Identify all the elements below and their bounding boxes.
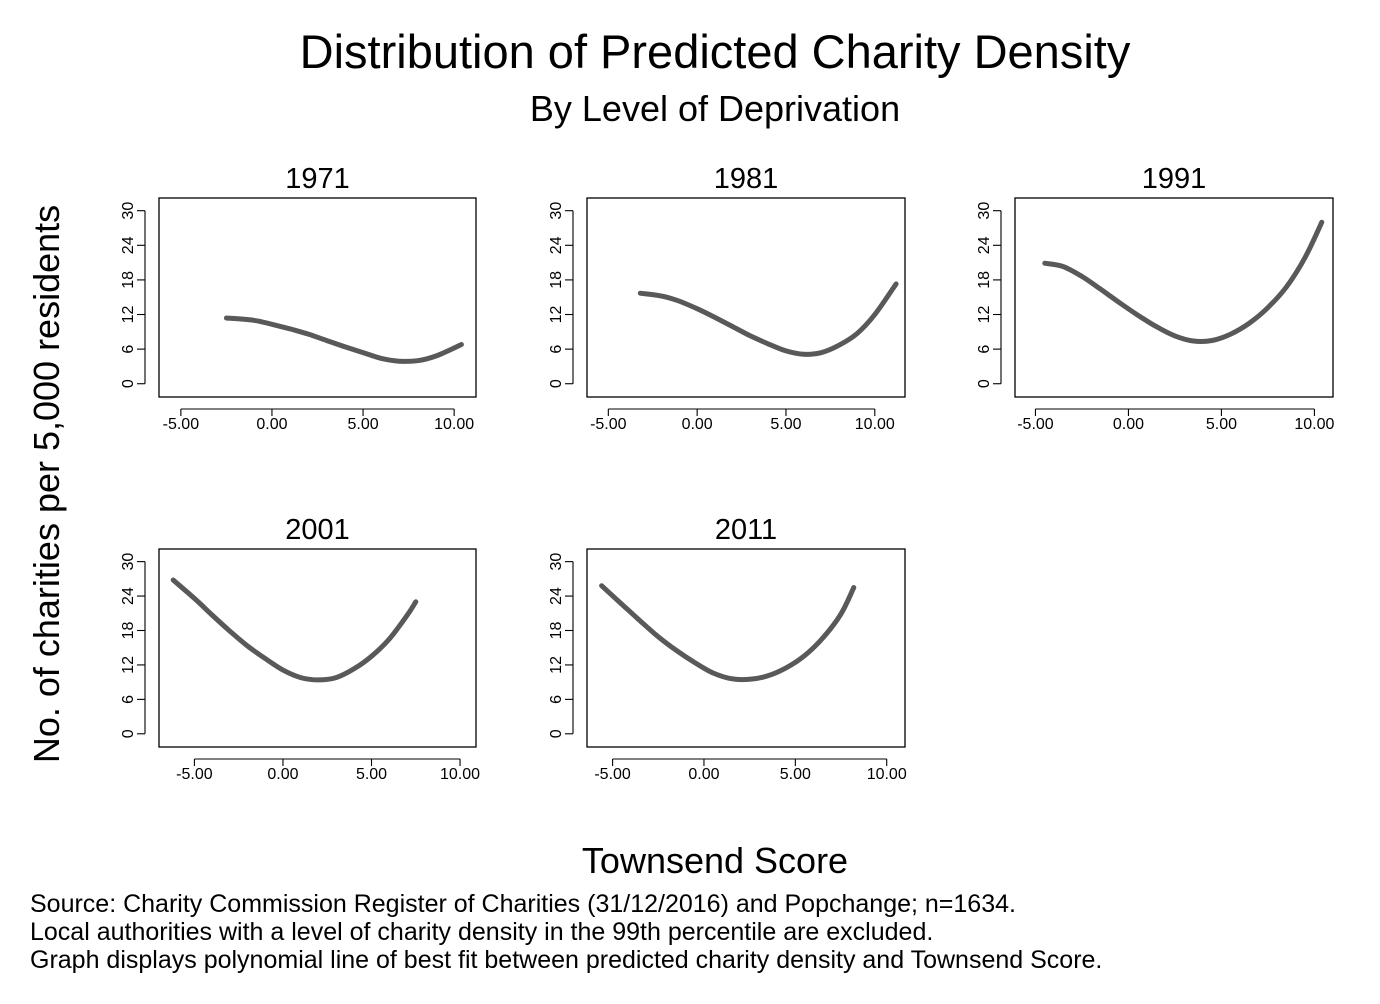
y-tick-label: 12 [120, 306, 137, 324]
x-tick-label: 0.00 [688, 766, 719, 783]
x-tick-label: 0.00 [256, 416, 287, 433]
chart-panel: 2001 0 6 12 18 24 30 -5.00 0.00 5.00 10.00 [120, 514, 480, 783]
panel-title: 1991 [1142, 163, 1207, 195]
x-tick-label: -5.00 [176, 766, 213, 783]
x-axis-label: Townsend Score [581, 840, 849, 881]
x-tick-label: 10.00 [434, 416, 474, 433]
y-tick-label: 18 [548, 621, 565, 639]
panel-title: 1971 [285, 163, 350, 195]
y-tick-label: 12 [548, 306, 565, 324]
source-line: Graph displays polynomial line of best f… [30, 946, 1103, 974]
x-tick-label: 5.00 [770, 416, 801, 433]
y-tick-label: 12 [120, 656, 137, 674]
x-tick-label: 0.00 [267, 766, 298, 783]
x-tick-label: 10.00 [855, 416, 895, 433]
panel-title: 2001 [285, 514, 350, 546]
x-tick-label: 5.00 [347, 416, 378, 433]
y-tick-label: 0 [548, 729, 565, 738]
y-tick-label: 12 [976, 306, 993, 324]
y-tick-label: 30 [120, 202, 137, 220]
y-tick-label: 24 [976, 236, 993, 254]
x-tick-label: 10.00 [1294, 416, 1334, 433]
y-tick-label: 30 [120, 553, 137, 571]
figure-title: Distribution of Predicted Charity Densit… [299, 25, 1131, 78]
source-note: Source: Charity Commission Register of C… [30, 890, 1102, 974]
x-tick-label: -5.00 [590, 416, 627, 433]
y-tick-label: 12 [548, 656, 565, 674]
plot-frame [158, 548, 477, 748]
y-tick-label: 6 [120, 345, 137, 354]
series-line [599, 583, 857, 683]
y-tick-label: 24 [120, 236, 137, 254]
y-tick-label: 6 [120, 695, 137, 704]
plot-frame [586, 197, 906, 398]
x-tick-label: 10.00 [440, 766, 480, 783]
y-tick-label: 30 [548, 553, 565, 571]
y-tick-label: 18 [976, 271, 993, 289]
x-tick-label: -5.00 [1017, 416, 1054, 433]
panel-title: 1981 [714, 163, 779, 195]
series-line [170, 577, 419, 683]
source-line: Source: Charity Commission Register of C… [30, 890, 1016, 918]
y-tick-label: 18 [120, 621, 137, 639]
x-tick-label: 5.00 [1206, 416, 1237, 433]
y-tick-label: 30 [548, 202, 565, 220]
x-tick-label: 5.00 [780, 766, 811, 783]
chart-panel: 1971 0 6 12 18 24 30 -5.00 0.00 5.00 10.00 [120, 163, 477, 433]
y-tick-label: 6 [548, 345, 565, 354]
x-tick-label: -5.00 [594, 766, 631, 783]
plot-frame [158, 197, 477, 398]
y-tick-label: 18 [548, 271, 565, 289]
series-line [223, 315, 464, 364]
y-tick-label: 0 [548, 379, 565, 388]
x-tick-label: 0.00 [1113, 416, 1144, 433]
y-tick-label: 6 [548, 695, 565, 704]
y-tick-label: 0 [120, 729, 137, 738]
x-tick-label: 5.00 [356, 766, 387, 783]
x-tick-label: 0.00 [682, 416, 713, 433]
source-line: Local authorities with a level of charit… [30, 918, 934, 946]
panel-title: 2011 [715, 514, 777, 546]
chart-panel: 1981 0 6 12 18 24 30 -5.00 0.00 5.00 10.00 [548, 163, 906, 433]
series-line [637, 281, 899, 357]
y-tick-label: 30 [976, 202, 993, 220]
y-tick-label: 18 [120, 271, 137, 289]
y-tick-label: 0 [976, 379, 993, 388]
series-line [1042, 219, 1325, 344]
y-tick-label: 24 [120, 587, 137, 605]
chart-panel: 1991 0 6 12 18 24 30 -5.00 0.00 5.00 10.00 [976, 163, 1335, 433]
figure-subtitle: By Level of Deprivation [529, 88, 901, 129]
y-tick-label: 24 [548, 236, 565, 254]
plot-frame [1014, 197, 1334, 398]
plot-frame [586, 548, 906, 748]
y-tick-label: 24 [548, 587, 565, 605]
x-tick-label: -5.00 [163, 416, 200, 433]
chart-panel: 2011 0 6 12 18 24 30 -5.00 0.00 5.00 10.00 [548, 514, 907, 783]
y-tick-label: 0 [120, 379, 137, 388]
x-tick-label: 10.00 [867, 766, 907, 783]
y-tick-label: 6 [976, 345, 993, 354]
